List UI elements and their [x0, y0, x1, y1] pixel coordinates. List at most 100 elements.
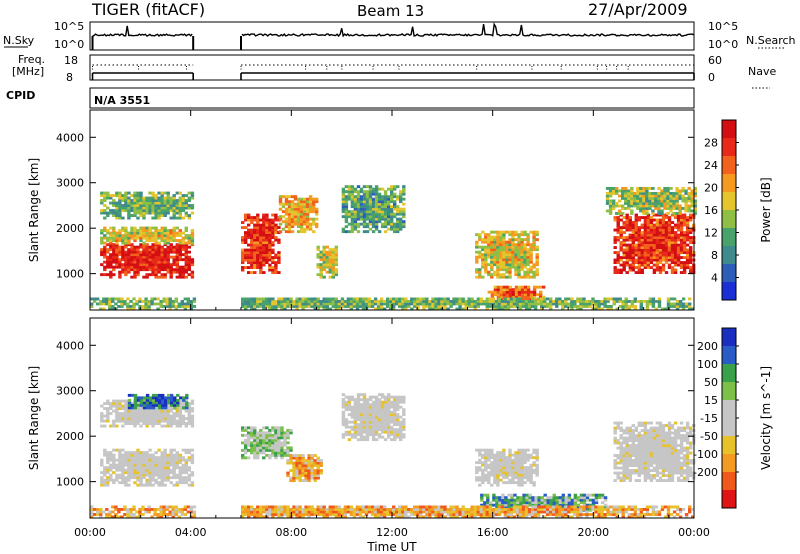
heatmap-cell: [133, 461, 137, 465]
heatmap-cell: [121, 194, 125, 197]
heatmap-cell: [685, 233, 690, 237]
heatmap-cell: [446, 297, 450, 301]
heatmap-cell: [169, 409, 173, 413]
heatmap-cell: [244, 446, 248, 450]
heatmap-cell: [319, 253, 323, 257]
heatmap-cell: [130, 199, 134, 202]
heatmap-cell: [481, 248, 485, 252]
heatmap-cell: [298, 305, 302, 308]
heatmap-cell: [181, 201, 185, 205]
heatmap-cell: [368, 423, 373, 427]
heatmap-cell: [166, 265, 170, 269]
heatmap-cell: [625, 248, 629, 252]
heatmap-cell: [478, 451, 482, 455]
heatmap-cell: [157, 471, 161, 475]
heatmap-cell: [368, 215, 373, 219]
heatmap-cell: [295, 454, 299, 457]
heatmap-cell: [681, 199, 685, 203]
heatmap-cell: [393, 195, 397, 199]
heatmap-cell: [277, 428, 281, 432]
heatmap-cell: [268, 300, 272, 303]
heatmap-cell: [640, 261, 644, 264]
heatmap-cell: [505, 243, 509, 247]
heatmap-cell: [667, 218, 672, 222]
heatmap-cell: [268, 302, 272, 306]
heatmap-cell: [169, 419, 173, 423]
heatmap-cell: [657, 207, 661, 210]
heatmap-cell: [664, 223, 669, 227]
heatmap-cell: [169, 216, 173, 220]
heatmap-cell: [496, 468, 500, 472]
heatmap-cell: [133, 401, 138, 405]
heatmap-cell: [325, 255, 329, 259]
heatmap-cell: [689, 253, 693, 257]
heatmap-cell: [124, 199, 128, 202]
heatmap-cell: [160, 268, 164, 272]
heatmap-cell: [117, 297, 121, 301]
heatmap-cell: [157, 199, 161, 202]
heatmap-cell: [268, 231, 272, 234]
heatmap-cell: [443, 305, 447, 308]
heatmap-cell: [136, 468, 140, 472]
heatmap-cell: [487, 263, 491, 267]
heatmap-cell: [605, 192, 610, 195]
heatmap-cell: [664, 213, 669, 217]
heatmap-cell: [374, 415, 379, 419]
heatmap-cell: [393, 212, 397, 216]
heatmap-cell: [416, 305, 420, 308]
heatmap-cell: [265, 446, 269, 450]
heatmap-cell: [383, 212, 388, 216]
heatmap-cell: [682, 263, 687, 267]
heatmap-cell: [151, 419, 155, 423]
heatmap-cell: [178, 239, 182, 242]
heatmap-cell: [133, 453, 137, 457]
heatmap-cell: [281, 215, 286, 219]
heatmap-cell: [253, 218, 257, 222]
heatmap-cell: [121, 448, 125, 452]
heatmap-cell: [286, 431, 290, 435]
heatmap-cell: [190, 273, 195, 277]
heatmap-cell: [464, 307, 468, 311]
heatmap-cell: [685, 243, 690, 247]
heatmap-cell: [265, 228, 269, 232]
heatmap-cell: [190, 191, 195, 195]
heatmap-cell: [625, 253, 629, 257]
heatmap-cell: [130, 473, 134, 477]
heatmap-cell: [478, 476, 482, 480]
heatmap-cell: [133, 466, 137, 470]
heatmap-cell: [493, 288, 498, 292]
heatmap-cell: [175, 407, 179, 410]
heatmap-cell: [690, 204, 694, 208]
heatmap-cell: [628, 256, 632, 259]
heatmap-cell: [166, 245, 170, 249]
heatmap-cell: [496, 463, 500, 467]
heatmap-cell: [356, 395, 361, 399]
heatmap-cell: [253, 446, 257, 450]
power-heatmap: [90, 185, 697, 311]
heatmap-cell: [118, 404, 122, 408]
heatmap-cell: [670, 231, 675, 234]
heatmap-cell: [184, 463, 188, 467]
heatmap-cell: [268, 438, 272, 442]
heatmap-cell: [304, 471, 308, 475]
heatmap-cell: [187, 255, 191, 259]
heatmap-cell: [613, 261, 617, 264]
heatmap-cell: [277, 441, 281, 445]
heatmap-cell: [520, 285, 525, 289]
heatmap-cell: [313, 454, 317, 457]
heatmap-cell: [244, 241, 248, 244]
heatmap-cell: [499, 285, 504, 289]
heatmap-cell: [621, 197, 625, 200]
heatmap-cell: [244, 251, 248, 254]
heatmap-cell: [682, 221, 687, 224]
heatmap-cell: [250, 241, 254, 244]
heatmap-cell: [643, 238, 648, 242]
heatmap-cell: [106, 191, 110, 195]
heatmap-cell: [355, 307, 360, 311]
heatmap-cell: [109, 476, 113, 480]
heatmap-cell: [390, 413, 394, 417]
heatmap-cell: [181, 196, 185, 200]
heatmap-cell: [546, 302, 550, 306]
heatmap-cell: [145, 226, 149, 230]
heatmap-cell: [481, 238, 485, 242]
